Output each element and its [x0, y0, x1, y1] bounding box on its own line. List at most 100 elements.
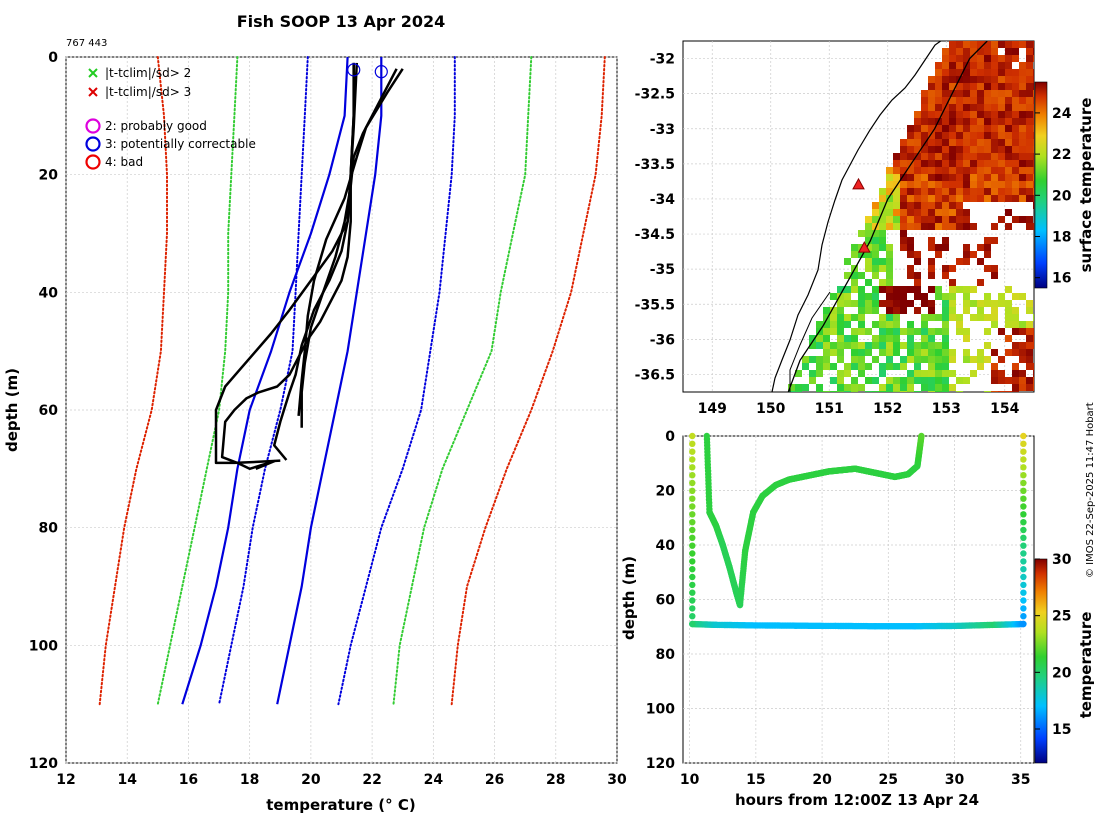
sst-pixel: [823, 391, 830, 392]
sst-pixel: [851, 349, 858, 356]
sst-pixel: [984, 55, 991, 62]
sst-pixel: [935, 111, 942, 118]
sst-pixel: [1005, 300, 1012, 307]
sst-pixel: [879, 314, 886, 321]
sst-pixel: [1012, 48, 1019, 55]
sst-pixel: [942, 55, 949, 62]
sst-pixel: [865, 342, 872, 349]
sst-pixel: [921, 300, 928, 307]
sst-pixel: [963, 69, 970, 76]
sst-pixel: [928, 377, 935, 384]
sst-pixel: [823, 356, 830, 363]
credit-text: © IMOS 22-Sep-2025 11:47 Hobart: [1085, 402, 1096, 578]
sst-pixel: [865, 377, 872, 384]
profile-ytick-label: 0: [48, 50, 58, 66]
sst-pixel: [970, 69, 977, 76]
sst-pixel: [998, 139, 1005, 146]
sst-pixel: [907, 188, 914, 195]
sst-pixel: [942, 300, 949, 307]
ts-point: [689, 581, 696, 589]
sst-pixel: [893, 216, 900, 223]
sst-pixel: [970, 251, 977, 258]
sst-pixel: [837, 356, 844, 363]
map-ytick-label: -35: [650, 262, 675, 278]
sst-pixel: [991, 349, 998, 356]
sst-pixel: [886, 195, 893, 202]
legend-label: 4: bad: [105, 155, 143, 169]
sst-pixel: [935, 349, 942, 356]
sst-pixel: [900, 230, 907, 237]
sst-pixel: [1019, 321, 1026, 328]
sst-pixel: [921, 342, 928, 349]
sst-pixel: [942, 349, 949, 356]
sst-pixel: [879, 370, 886, 377]
sst-pixel: [1026, 195, 1033, 202]
map-ytick-label: -36: [650, 332, 675, 348]
sst-pixel: [900, 223, 907, 230]
sst-pixel: [963, 153, 970, 160]
sst-pixel: [865, 237, 872, 244]
sst-pixel: [879, 335, 886, 342]
sst-pixel: [907, 223, 914, 230]
ts-ticks: 10 15 20 25 30 35 0 20 40 60 80 100 120: [646, 429, 1031, 788]
sst-pixel: [963, 118, 970, 125]
sst-pixel: [844, 363, 851, 370]
sst-pixel: [998, 188, 1005, 195]
sst-pixel: [1026, 356, 1033, 363]
sst-pixel: [1005, 307, 1012, 314]
sst-pixel: [886, 272, 893, 279]
sst-pixel: [963, 300, 970, 307]
sst-pixel: [1026, 328, 1033, 335]
sst-pixel: [907, 265, 914, 272]
sst-pixel: [823, 335, 830, 342]
ts-point: [689, 456, 696, 463]
map-ytick-label: -33.5: [635, 157, 675, 173]
ts-ytick-label: 40: [656, 538, 676, 554]
sst-pixel: [858, 286, 865, 293]
ts-point: [1020, 597, 1027, 604]
sst-pixel: [893, 160, 900, 167]
sst-pixel: [942, 181, 949, 188]
sst-pixel: [858, 307, 865, 314]
sst-pixel: [816, 384, 823, 391]
sst-pixel: [942, 174, 949, 181]
sst-pixel: [977, 62, 984, 69]
sst-pixel: [984, 391, 991, 392]
sst-pixel: [928, 370, 935, 377]
ts-point: [689, 479, 696, 487]
sst-pixel: [935, 167, 942, 174]
sst-pixel: [921, 174, 928, 181]
sst-pixel: [1005, 132, 1012, 139]
ts-point: [1020, 526, 1027, 534]
sst-pixel: [907, 237, 914, 244]
sst-pixel: [1012, 391, 1019, 392]
sst-pixel: [907, 377, 914, 384]
sst-pixel: [1026, 153, 1033, 160]
sst-pixel: [935, 132, 942, 139]
sst-pixel: [956, 118, 963, 125]
ts-point: [1020, 589, 1027, 596]
ts-point: [1020, 440, 1027, 447]
sst-pixel: [879, 349, 886, 356]
sst-pixel: [928, 265, 935, 272]
sst-pixel: [795, 370, 802, 377]
sst-pixel: [970, 174, 977, 181]
sst-pixel: [984, 342, 991, 349]
sst-pixel: [1019, 167, 1026, 174]
sst-pixel: [837, 321, 844, 328]
sst-pixel: [942, 118, 949, 125]
map-xtick-label: 152: [873, 401, 902, 417]
sst-pixel: [942, 153, 949, 160]
ts-point: [689, 440, 696, 447]
sst-pixel: [1005, 349, 1012, 356]
sst-pixel: [1005, 111, 1012, 118]
sst-pixel: [921, 167, 928, 174]
ts-point: [1020, 511, 1027, 518]
sst-pixel: [956, 258, 963, 265]
sst-pixel: [956, 104, 963, 111]
sst-pixel: [942, 132, 949, 139]
sst-pixel: [921, 160, 928, 167]
sst-pixel: [1026, 132, 1033, 139]
sst-pixel: [956, 139, 963, 146]
sst-pixel: [900, 377, 907, 384]
